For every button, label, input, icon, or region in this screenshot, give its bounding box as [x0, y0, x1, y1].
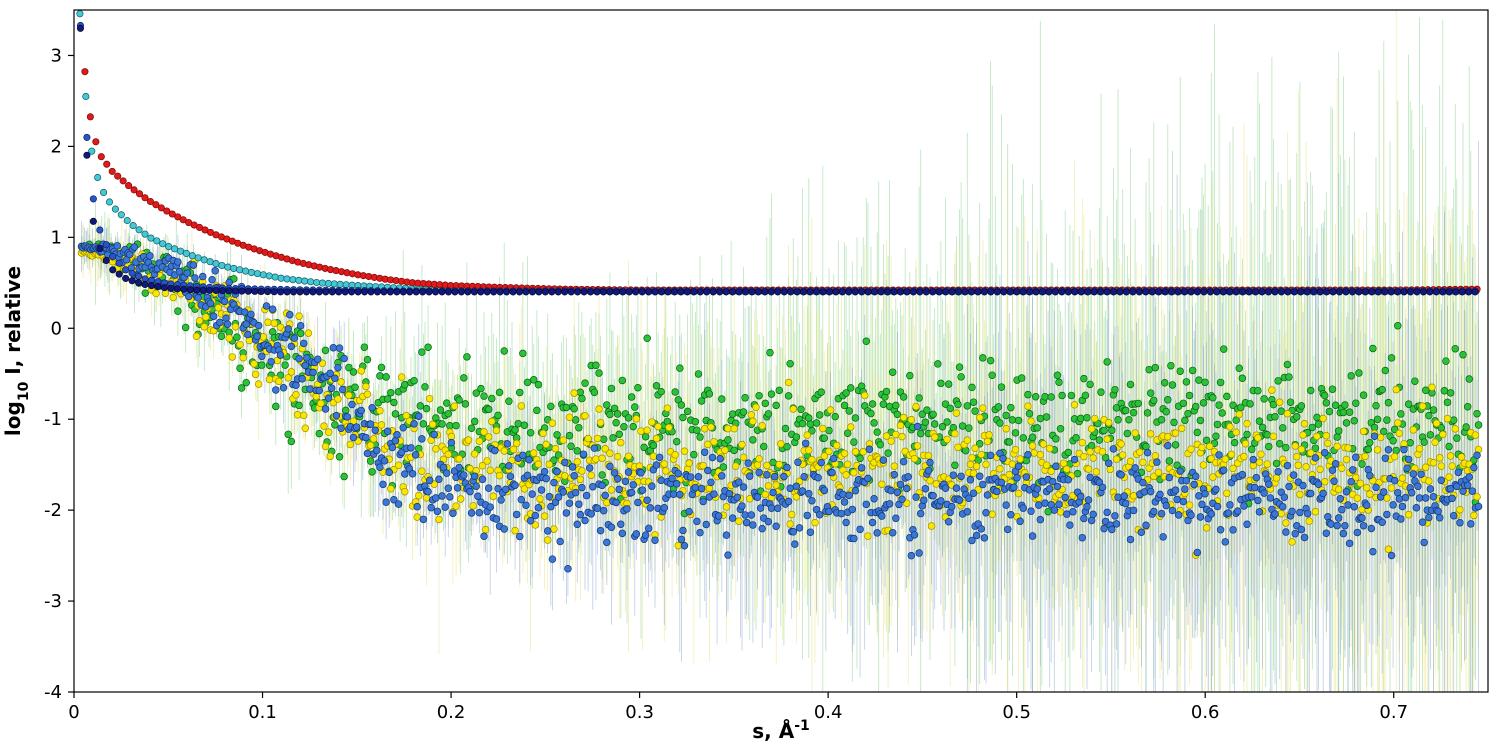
svg-text:0.6: 0.6	[1191, 702, 1220, 723]
svg-text:0.5: 0.5	[1002, 702, 1031, 723]
svg-text:3: 3	[51, 45, 62, 66]
svg-text:0: 0	[68, 702, 79, 723]
svg-text:-1: -1	[44, 409, 62, 430]
svg-text:2: 2	[51, 136, 62, 157]
chart-svg: 0 0.1 0.2 0.3 0.4 0.5 0.6 0.7 -4 -3 -2 -1 0 1 2 3 s, Å-1…	[0, 0, 1500, 750]
svg-text:0.2: 0.2	[437, 702, 466, 723]
svg-text:-4: -4	[44, 682, 62, 703]
svg-text:log10 I, relative: log10 I, relative	[1, 266, 32, 436]
svg-text:1: 1	[51, 227, 62, 248]
svg-text:s, Å-1: s, Å-1	[752, 718, 810, 743]
svg-text:0.4: 0.4	[814, 702, 843, 723]
svg-text:-3: -3	[44, 591, 62, 612]
svg-text:-2: -2	[44, 500, 62, 521]
saxs-scatter-chart: 0 0.1 0.2 0.3 0.4 0.5 0.6 0.7 -4 -3 -2 -1 0 1 2 3 s, Å-1…	[0, 0, 1500, 750]
svg-text:0.3: 0.3	[625, 702, 654, 723]
svg-text:0.7: 0.7	[1379, 702, 1408, 723]
svg-text:0: 0	[51, 318, 62, 339]
svg-text:0.1: 0.1	[248, 702, 277, 723]
